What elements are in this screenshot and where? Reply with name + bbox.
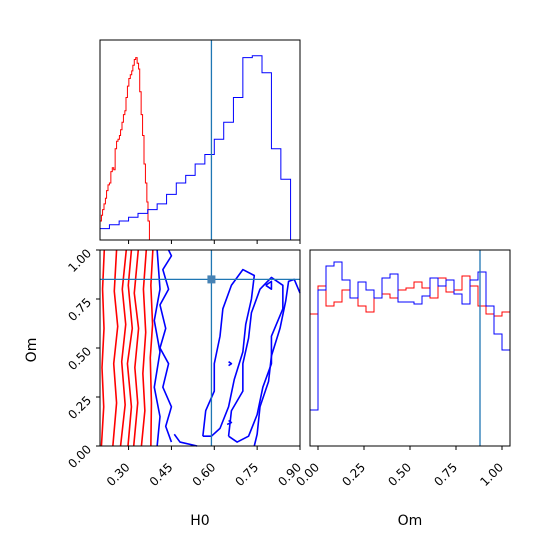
om-tick-label-3: 0.75 [431, 460, 460, 489]
h0-tick-label-1: 0.45 [147, 460, 176, 489]
contour-blue-9 [173, 433, 198, 447]
om-tick-label-1: 0.25 [339, 460, 368, 489]
contour-red-5 [140, 249, 148, 447]
contour-blue-10 [227, 276, 284, 443]
contour-red-4 [132, 249, 140, 447]
contour-blue-14 [228, 361, 233, 367]
truth-marker [207, 275, 216, 284]
contour-blue-13 [265, 280, 273, 290]
om-axis-label: Om [398, 513, 423, 529]
contour-blue-12 [202, 268, 256, 437]
joint-ticks [96, 249, 301, 450]
contour-blue-7 [159, 249, 173, 443]
om-hist-ticks [317, 446, 503, 450]
om-hist-series-group [309, 261, 511, 446]
h0-tick-label-0: 0.30 [104, 460, 133, 489]
om-hist-blue [309, 261, 511, 446]
h0-hist-blue [99, 55, 300, 241]
contour-blue-8 [153, 249, 161, 447]
h0-tick-label-2: 0.60 [190, 460, 219, 489]
om-tick-label-4: 1.00 [477, 460, 506, 489]
om-y-tick-label-1: 0.25 [65, 393, 94, 422]
om-hist-red [309, 275, 511, 446]
om-hist-tick-labels: 0.00 0.25 0.50 0.75 1.00 [293, 460, 506, 489]
h0-histogram-panel [99, 39, 301, 244]
om-y-axis-label: Om [24, 338, 40, 363]
om-y-tick-label-0: 0.00 [65, 442, 94, 471]
om-y-tick-label-3: 0.75 [65, 295, 94, 324]
h0-axis-label: H0 [190, 513, 209, 529]
joint-panel: 0.30 0.45 0.60 0.75 0.900.000.250.500.751.00… [24, 246, 304, 529]
om-histogram-panel: 0.00 0.25 0.50 0.75 1.00 Om [293, 249, 511, 529]
h0-tick-label-3: 0.75 [232, 460, 261, 489]
om-tick-label-2: 0.50 [385, 460, 414, 489]
contour-red-1 [112, 249, 119, 447]
contour-blue-15 [226, 419, 233, 426]
h0-hist-red [99, 57, 151, 241]
h0-hist-frame [99, 39, 301, 241]
contour-blue-11 [253, 278, 301, 447]
h0-hist-ticks [128, 240, 301, 244]
contour-red-2 [119, 249, 128, 447]
om-y-tick-label-4: 1.00 [65, 246, 94, 275]
om-y-tick-label-2: 0.50 [65, 344, 94, 373]
h0-hist-series-group [99, 55, 300, 241]
contour-red-0 [100, 249, 106, 447]
